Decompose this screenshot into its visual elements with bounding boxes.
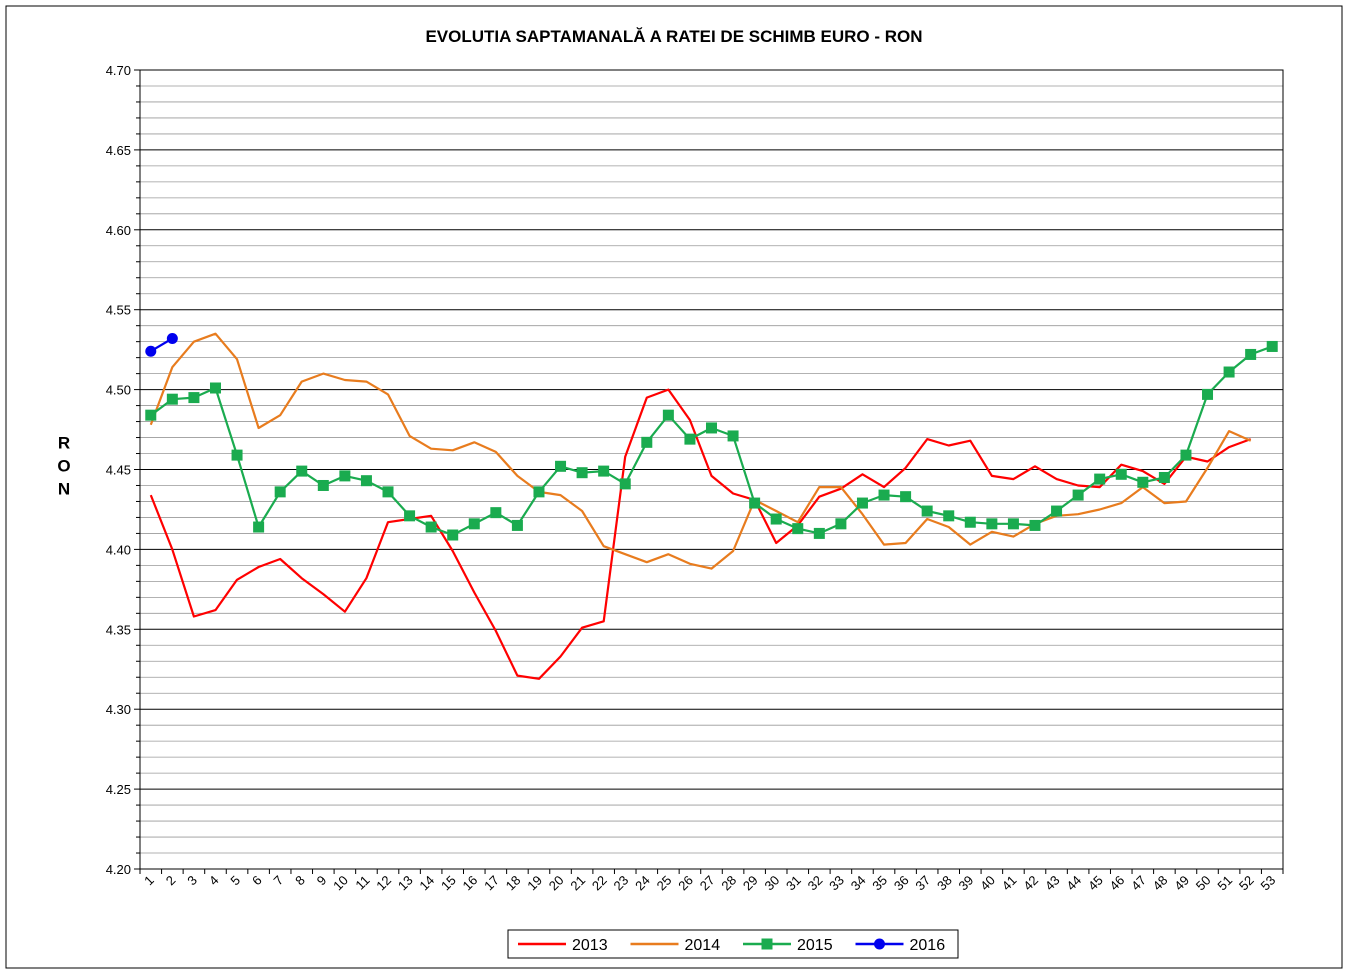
point: [382, 486, 394, 498]
y-tick-label: 4.45: [106, 463, 131, 478]
point: [1029, 519, 1041, 531]
point: [360, 475, 372, 487]
y-tick-label: 4.55: [106, 303, 131, 318]
point: [339, 470, 351, 482]
point: [727, 430, 739, 442]
point: [1223, 366, 1235, 378]
point: [1180, 449, 1192, 461]
point: [770, 513, 782, 525]
point: [986, 518, 998, 530]
legend-label: 2013: [572, 937, 608, 954]
point: [856, 497, 868, 509]
point: [878, 489, 890, 501]
y-tick-label: 4.40: [106, 542, 131, 557]
point: [145, 345, 157, 357]
point: [231, 449, 243, 461]
point: [145, 409, 157, 421]
point: [792, 523, 804, 535]
legend-marker: [874, 938, 885, 950]
point: [1202, 388, 1214, 400]
point: [706, 422, 717, 434]
y-tick-label: 4.35: [106, 622, 131, 637]
y-tick-label: 4.70: [106, 63, 131, 78]
y-tick-label: 4.50: [106, 383, 131, 398]
point: [425, 521, 437, 533]
point: [1137, 476, 1149, 488]
point: [619, 478, 631, 490]
point: [490, 507, 502, 519]
point: [964, 516, 976, 528]
y-tick-label: 4.25: [106, 782, 131, 797]
point: [1094, 473, 1106, 485]
point: [533, 486, 545, 498]
point: [900, 491, 912, 503]
point: [1051, 505, 1063, 517]
point: [166, 332, 178, 344]
point: [274, 486, 286, 498]
y-tick-label: 4.65: [106, 143, 131, 158]
y-tick-label: 4.60: [106, 223, 131, 238]
chart-title: EVOLUTIA SAPTAMANALĂ A RATEI DE SCHIMB E…: [425, 27, 922, 46]
point: [1072, 489, 1084, 501]
point: [749, 497, 761, 509]
plot-frame: [139, 69, 1284, 870]
point: [555, 460, 567, 472]
point: [188, 392, 200, 404]
point: [662, 409, 674, 421]
point: [296, 465, 308, 477]
point: [468, 518, 480, 530]
point: [511, 519, 523, 531]
legend-label: 2015: [797, 937, 833, 954]
point: [1115, 468, 1127, 480]
point: [943, 510, 955, 522]
point: [1007, 518, 1019, 530]
point: [253, 521, 265, 533]
point: [1245, 348, 1257, 360]
point: [166, 393, 178, 405]
series-line: [149, 332, 1252, 570]
point: [813, 527, 825, 539]
point: [1266, 340, 1278, 352]
point: [641, 436, 653, 448]
y-tick-label: 4.20: [106, 862, 131, 877]
chart-border: [5, 5, 1343, 969]
point: [576, 467, 588, 479]
legend-marker: [761, 938, 773, 950]
point: [317, 479, 329, 491]
legend-label: 2016: [910, 937, 946, 954]
point: [598, 465, 610, 477]
y-tick-label: 4.30: [106, 702, 131, 717]
point: [835, 518, 847, 530]
point: [921, 505, 933, 517]
point: [1158, 471, 1170, 483]
series-line: [149, 388, 1252, 680]
y-axis-label: RON: [55, 434, 74, 503]
point: [684, 433, 696, 445]
point: [404, 510, 416, 522]
legend-label: 2014: [685, 937, 721, 954]
point: [209, 382, 221, 394]
point: [447, 529, 459, 541]
